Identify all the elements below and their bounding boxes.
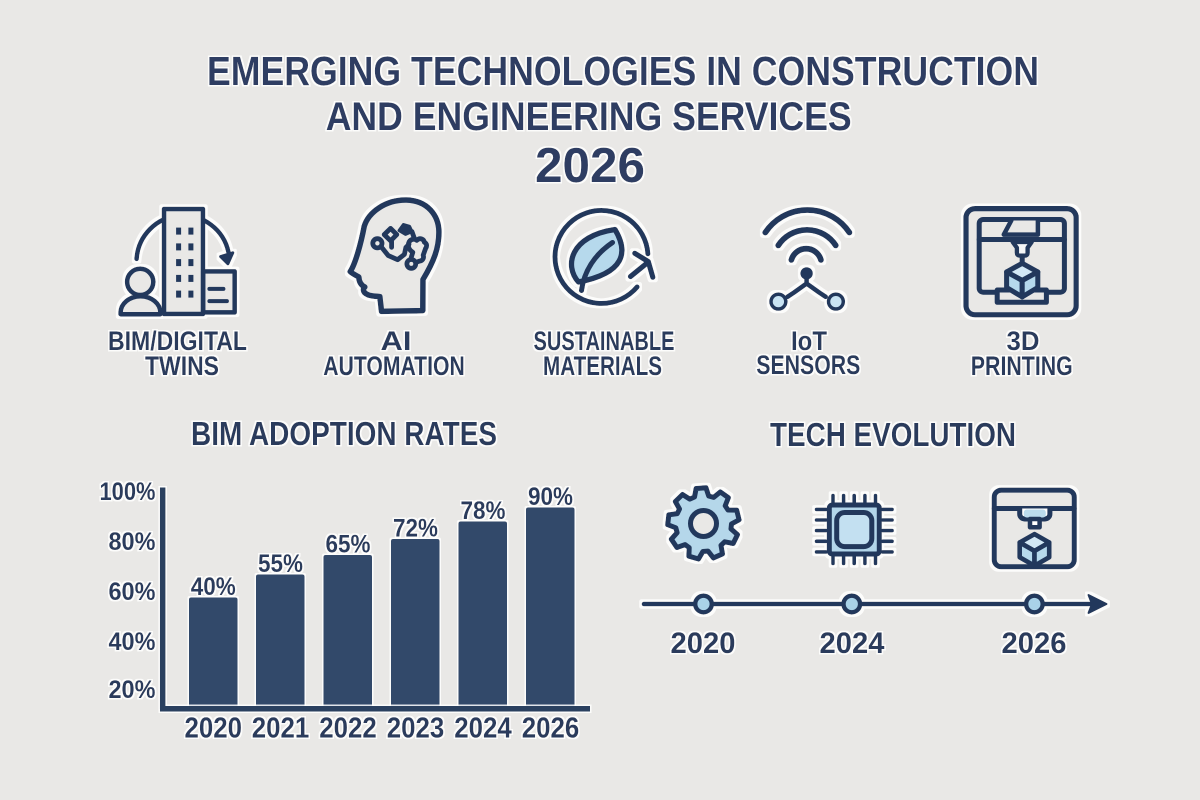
svg-text:90%: 90% — [528, 483, 573, 511]
svg-text:55%: 55% — [258, 550, 303, 578]
svg-text:IoT: IoT — [791, 326, 827, 356]
svg-text:BIM ADOPTION RATES: BIM ADOPTION RATES — [191, 415, 497, 452]
svg-text:AND ENGINEERING SERVICES: AND ENGINEERING SERVICES — [326, 95, 852, 139]
svg-text:2024: 2024 — [454, 713, 512, 745]
svg-text:20%: 20% — [109, 676, 156, 704]
svg-text:65%: 65% — [326, 531, 371, 559]
svg-text:EMERGING TECHNOLOGIES IN CONST: EMERGING TECHNOLOGIES IN CONSTRUCTION — [207, 48, 1039, 94]
svg-text:60%: 60% — [109, 578, 156, 606]
svg-text:40%: 40% — [109, 628, 156, 656]
svg-text:2020: 2020 — [184, 713, 242, 745]
svg-text:2021: 2021 — [252, 713, 310, 745]
svg-text:72%: 72% — [393, 515, 438, 543]
svg-text:BIM/DIGITAL: BIM/DIGITAL — [108, 326, 247, 356]
svg-text:100%: 100% — [100, 478, 156, 506]
svg-text:SENSORS: SENSORS — [756, 350, 860, 380]
svg-text:2026: 2026 — [1002, 627, 1067, 660]
svg-text:PRINTING: PRINTING — [971, 351, 1073, 381]
svg-text:SUSTAINABLE: SUSTAINABLE — [534, 326, 675, 356]
svg-text:3D: 3D — [1007, 326, 1040, 356]
svg-text:2023: 2023 — [387, 713, 445, 745]
svg-text:2020: 2020 — [671, 627, 736, 660]
svg-text:2024: 2024 — [820, 627, 885, 660]
svg-text:2026: 2026 — [535, 139, 645, 193]
svg-text:TECH EVOLUTION: TECH EVOLUTION — [770, 416, 1016, 453]
svg-text:TWINS: TWINS — [145, 351, 219, 381]
svg-text:AI: AI — [381, 326, 412, 356]
svg-text:40%: 40% — [191, 573, 236, 601]
svg-text:2022: 2022 — [319, 713, 377, 745]
svg-text:80%: 80% — [109, 528, 156, 556]
svg-text:2026: 2026 — [522, 713, 580, 745]
svg-text:MATERIALS: MATERIALS — [543, 351, 662, 381]
svg-text:AUTOMATION: AUTOMATION — [323, 351, 465, 381]
svg-text:78%: 78% — [461, 497, 506, 525]
